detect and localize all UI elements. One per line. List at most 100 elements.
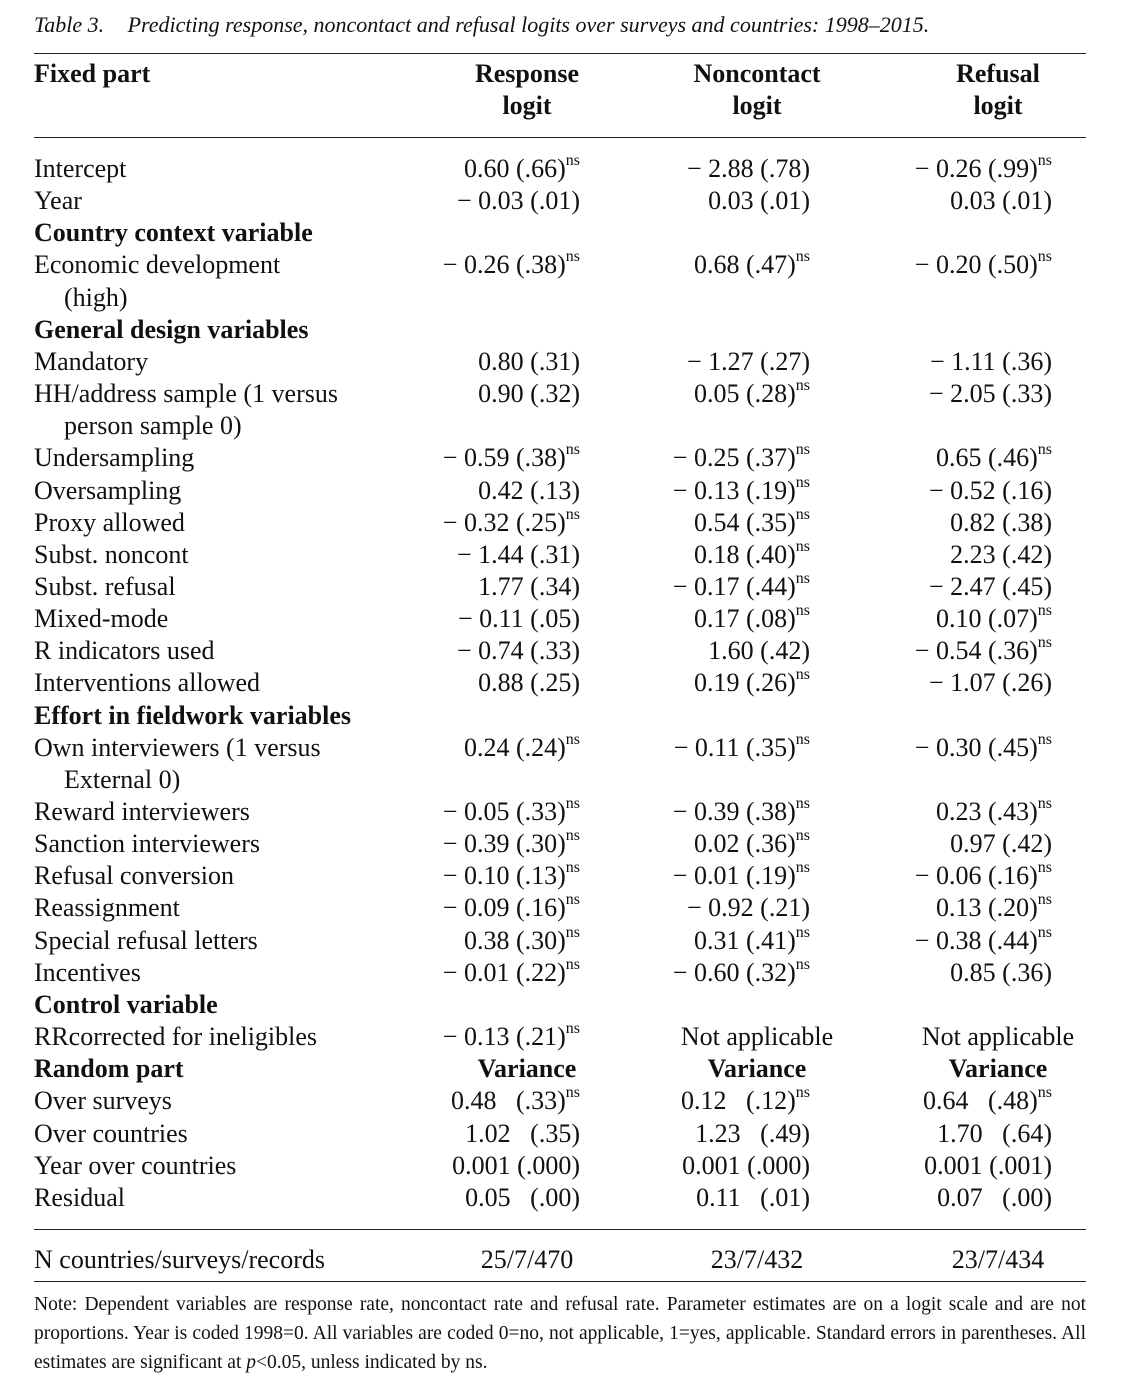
table-row: Economic development − 0.26 (.38) ns 0.68 (… [0, 249, 1137, 281]
estimate-noncontact: − 1.27 (.27) [687, 346, 810, 376]
table-row: Proxy allowed − 0.32 (.25)ns 0.54 (.35)ns 0… [0, 505, 1137, 539]
variance-header-refusal: Variance [948, 1054, 1048, 1084]
cell-noncontact: − 0.17 (.44)ns [673, 571, 810, 603]
cell-noncontact: 0.03 (.01) [708, 185, 810, 217]
n-row-label: N countries/surveys/records [34, 1245, 325, 1274]
bottom-rule [34, 1281, 1086, 1282]
cell-response: 0.60 (.66)ns [464, 153, 580, 185]
estimate-response: − 0.59 (.38) [442, 443, 566, 473]
table-row: Reassignment − 0.09 (.16)ns − 0.92 (.21) 0.… [0, 892, 1137, 924]
estimate-refusal: 0.07 (.00) [937, 1182, 1052, 1212]
cell-noncontact: − 0.01 (.19)ns [673, 860, 810, 892]
estimate-noncontact: 0.17 (.08) [693, 604, 796, 634]
estimate-response: 0.60 (.66) [463, 154, 566, 183]
note-text-a: Note: Dependent variables are response r… [34, 1294, 1086, 1373]
cell-noncontact: − 0.92 (.21) [687, 892, 810, 924]
table-row-continuation: External 0) [0, 764, 1137, 796]
estimate-refusal: 0.10 (.07) [935, 604, 1038, 634]
note-p: p [246, 1352, 257, 1373]
estimate-refusal: − 0.20 (.50) [914, 250, 1038, 280]
n-row-noncontact: 23/7/432 [710, 1245, 804, 1274]
estimate-refusal: 0.82 (.38) [950, 507, 1052, 537]
n-row-refusal: 23/7/434 [951, 1245, 1045, 1274]
not-applicable-refusal: Not applicable [921, 1022, 1075, 1051]
row-label: Over countries [34, 1118, 188, 1148]
estimate-response: 0.88 (.25) [478, 668, 580, 698]
estimate-response: − 0.05 (.33) [442, 797, 566, 826]
section-heading: General design variables [34, 314, 309, 344]
table-caption: Table 3. Predicting response, noncontact… [34, 12, 929, 38]
table-row: Over surveys 0.48 (.33)ns 0.12 (.12)ns 0.64… [0, 1085, 1137, 1117]
estimate-refusal: 0.23 (.43) [935, 797, 1038, 826]
estimate-response: − 0.32 (.25) [442, 507, 566, 537]
cell-refusal: − 0.06 (.16)ns [915, 860, 1052, 892]
estimate-noncontact: 0.001 (.000) [682, 1150, 810, 1180]
row-label: Interventions allowed [34, 668, 260, 698]
header-noncontact-line2: logit [732, 91, 782, 120]
cell-response: 0.88 (.25) [478, 667, 580, 699]
table-row: Reward interviewers − 0.05 (.33)ns − 0.39 … [0, 796, 1137, 828]
ns-marker-noncontact: ns [795, 859, 810, 877]
cell-noncontact: − 2.88 (.78) [687, 153, 810, 185]
n-rule [34, 1229, 1086, 1230]
ns-marker-response: ns [565, 505, 580, 523]
cell-refusal: − 0.38 (.44)ns [914, 924, 1052, 957]
estimate-response: 0.80 (.31) [478, 346, 580, 376]
estimate-response: − 0.10 (.13) [442, 861, 566, 891]
row-label: HH/address sample (1 versus [34, 379, 338, 408]
ns-marker-noncontact: ns [795, 730, 810, 748]
section-row: Random part Variance Variance Variance [0, 1053, 1137, 1085]
estimate-noncontact: − 0.11 (.35) [673, 732, 796, 762]
cell-response: 0.24 (.24)ns [464, 731, 580, 764]
row-label: Mixed-mode [34, 604, 169, 634]
table-row: RRcorrected for ineligibles − 0.13 (.21)n… [0, 1021, 1137, 1053]
estimate-refusal: − 0.38 (.44) [914, 925, 1038, 955]
estimate-response: − 0.39 (.30) [442, 829, 566, 859]
cell-refusal: 0.13 (.20)ns [936, 892, 1052, 924]
ns-marker-refusal: ns [1037, 891, 1052, 909]
row-label: Mandatory [34, 346, 149, 376]
row-label: Oversampling [34, 475, 182, 505]
estimate-noncontact: 0.68 (.47) [693, 250, 796, 280]
cell-refusal: 0.10 (.07)ns [936, 603, 1052, 635]
row-label: RRcorrected for ineligibles [34, 1022, 318, 1051]
ns-marker-refusal: ns [1037, 795, 1052, 812]
estimate-noncontact: 0.05 (.28) [693, 379, 796, 408]
estimate-response: − 0.03 (.01) [457, 186, 580, 216]
cell-response: − 0.39 (.30)ns [443, 828, 580, 860]
table-row: Special refusal letters 0.38 (.30)ns 0.31 … [0, 924, 1137, 957]
table-row: Subst. refusal 1.77 (.34) − 0.17 (.44)ns − … [0, 571, 1137, 603]
cell-refusal: 1.70 (.64) [937, 1118, 1052, 1150]
table-row: Refusal conversion − 0.10 (.13)ns − 0.01 (… [0, 860, 1137, 892]
estimate-noncontact: 0.54 (.35) [693, 507, 796, 537]
estimate-refusal: 0.64 (.48) [922, 1086, 1038, 1116]
cell-response: − 0.01 (.22)ns [443, 955, 580, 989]
estimate-refusal: 0.97 (.42) [950, 829, 1052, 859]
cell-refusal: 0.65 (.46)ns [936, 442, 1052, 474]
estimate-refusal: 0.001 (.001) [924, 1150, 1052, 1180]
row-label: R indicators used [34, 636, 215, 666]
ns-marker-response: ns [565, 1020, 580, 1037]
header-refusal-line1: Refusal [956, 59, 1040, 88]
ns-marker-response: ns [565, 955, 580, 973]
row-label-continuation: person sample 0) [64, 411, 242, 441]
cell-refusal: − 0.54 (.36)ns [915, 635, 1052, 667]
estimate-noncontact: 0.02 (.36) [693, 829, 796, 859]
estimate-noncontact: − 0.25 (.37) [672, 443, 796, 473]
ns-marker-noncontact: ns [795, 248, 810, 266]
row-label: Economic development [34, 250, 281, 280]
cell-noncontact: 0.02 (.36)ns [694, 828, 810, 860]
cell-refusal: 0.07 (.00) [937, 1182, 1052, 1214]
cell-refusal: − 1.07 (.26) [929, 667, 1052, 699]
estimate-response: − 0.26 (.38) [442, 250, 566, 280]
row-label: Year over countries [34, 1150, 237, 1180]
row-label: Incentives [34, 957, 141, 987]
header-response-line2: logit [502, 91, 552, 120]
ns-marker-refusal: ns [1037, 602, 1052, 620]
table-row: Subst. noncont − 1.44 (.31) 0.18 (.40)ns 2.… [0, 538, 1137, 571]
section-row: Effort in fieldwork variables [0, 700, 1137, 732]
table-row: Year − 0.03 (.01) 0.03 (.01) 0.03 (.01) [0, 185, 1137, 217]
header-response-logit: Response logit [427, 58, 627, 122]
estimate-response: 0.90 (.32) [478, 379, 580, 408]
estimate-response: 0.38 (.30) [463, 925, 566, 955]
